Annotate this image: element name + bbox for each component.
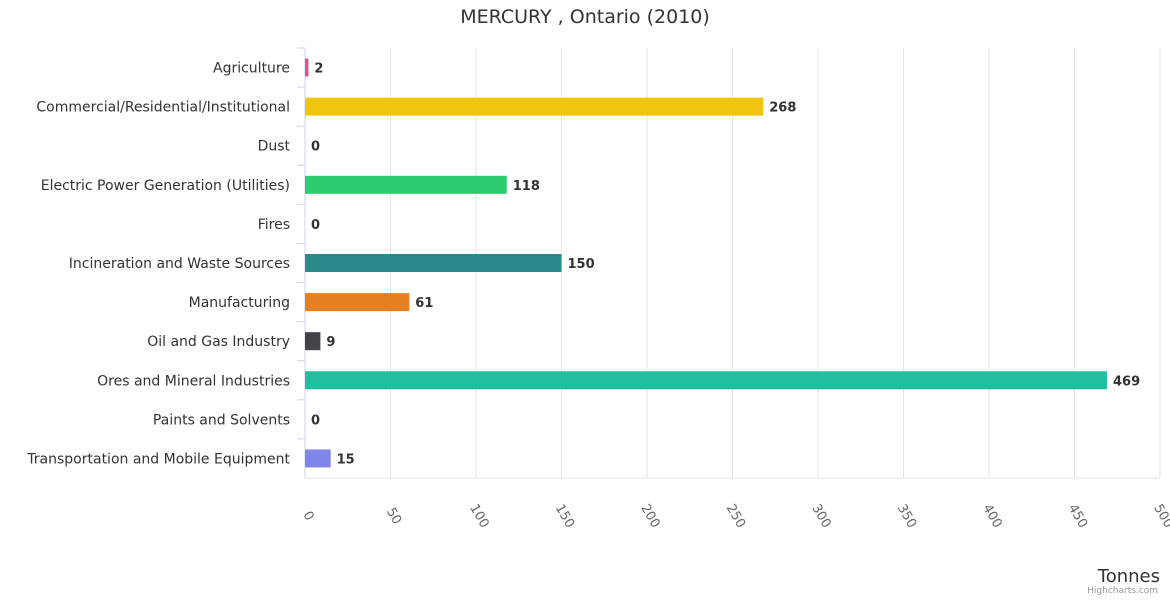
x-tick-label: 0 bbox=[299, 509, 316, 524]
category-label: Manufacturing bbox=[189, 295, 290, 311]
x-tick-label: 350 bbox=[894, 502, 919, 531]
value-axis-title: Tonnes bbox=[1097, 566, 1160, 587]
x-tick-label: 50 bbox=[383, 505, 404, 527]
data-label: 15 bbox=[337, 452, 355, 467]
x-tick-label: 450 bbox=[1065, 502, 1090, 531]
bar[interactable] bbox=[305, 449, 331, 468]
bar[interactable] bbox=[305, 58, 309, 77]
data-label: 0 bbox=[311, 218, 320, 233]
bar[interactable] bbox=[305, 254, 562, 272]
category-label: Incineration and Waste Sources bbox=[69, 256, 290, 272]
data-label: 469 bbox=[1113, 374, 1140, 389]
category-label: Paints and Solvents bbox=[153, 412, 290, 428]
category-label: Electric Power Generation (Utilities) bbox=[41, 178, 290, 194]
bar[interactable] bbox=[305, 97, 764, 116]
credits-link[interactable]: Highcharts.com bbox=[1087, 586, 1158, 596]
bar[interactable] bbox=[305, 293, 410, 312]
category-label: Fires bbox=[258, 217, 290, 233]
x-tick-label: 300 bbox=[808, 502, 833, 531]
x-tick-label: 200 bbox=[637, 502, 662, 531]
category-label: Oil and Gas Industry bbox=[147, 334, 290, 350]
data-label: 61 bbox=[415, 296, 433, 311]
data-label: 268 bbox=[769, 101, 796, 116]
category-label: Agriculture bbox=[213, 61, 290, 77]
x-tick-label: 250 bbox=[723, 502, 748, 531]
category-label: Dust bbox=[258, 139, 291, 155]
data-label: 2 bbox=[314, 62, 323, 77]
data-label: 118 bbox=[513, 179, 540, 194]
bar[interactable] bbox=[305, 175, 507, 194]
data-label: 0 bbox=[311, 413, 320, 428]
category-label: Transportation and Mobile Equipment bbox=[26, 451, 290, 467]
data-label: 9 bbox=[326, 335, 335, 350]
category-label: Commercial/Residential/Institutional bbox=[36, 100, 290, 116]
x-tick-label: 500 bbox=[1150, 502, 1170, 531]
bar[interactable] bbox=[305, 332, 321, 351]
data-label: 0 bbox=[311, 140, 320, 155]
x-tick-label: 100 bbox=[466, 502, 491, 531]
data-label: 150 bbox=[568, 257, 595, 272]
x-tick-label: 400 bbox=[979, 502, 1004, 531]
bar[interactable] bbox=[305, 371, 1107, 390]
chart-title: MERCURY , Ontario (2010) bbox=[460, 6, 710, 28]
x-tick-label: 150 bbox=[552, 502, 577, 531]
category-label: Ores and Mineral Industries bbox=[97, 373, 290, 389]
